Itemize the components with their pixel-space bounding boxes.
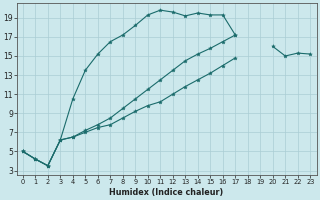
X-axis label: Humidex (Indice chaleur): Humidex (Indice chaleur): [109, 188, 224, 197]
